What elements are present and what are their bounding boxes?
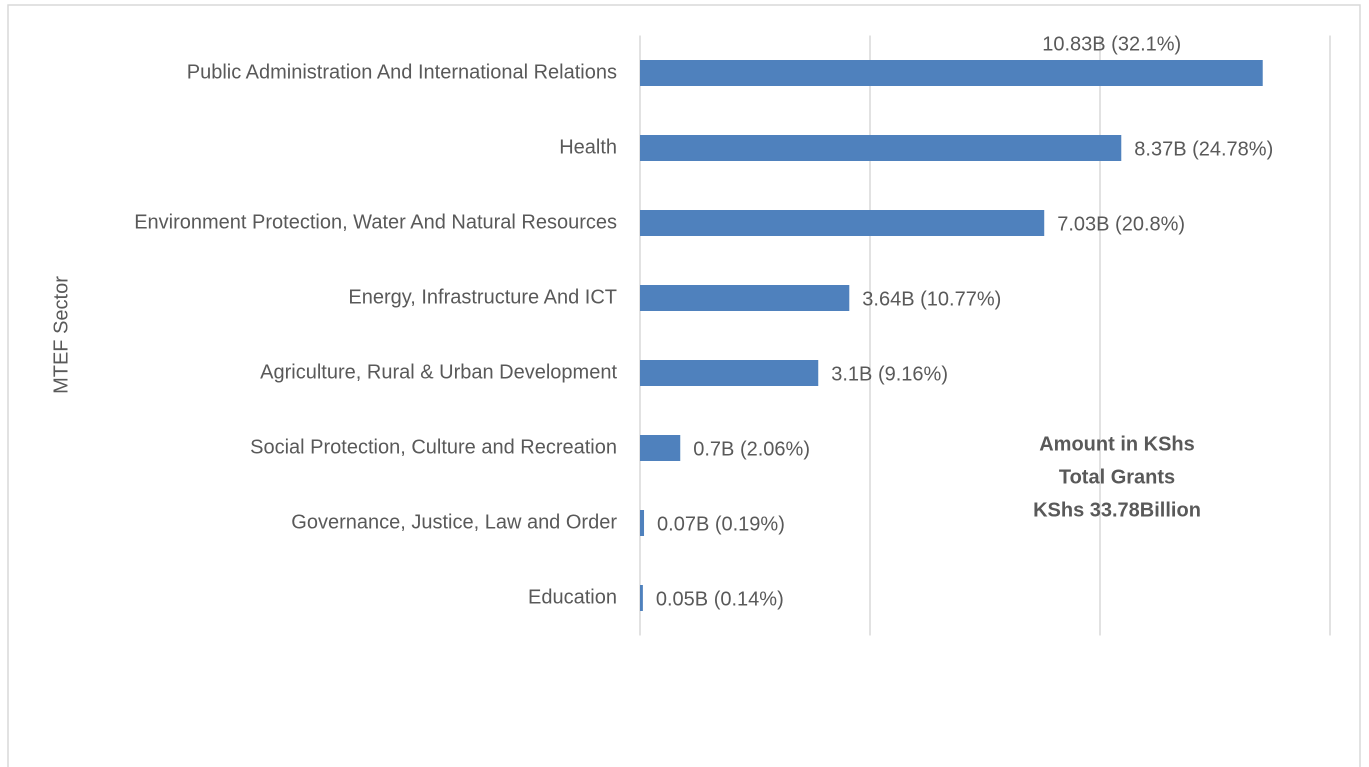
y-tick-label: Social Protection, Culture and Recreatio…	[250, 436, 617, 458]
data-label: 10.83B (32.1%)	[1042, 33, 1181, 55]
bar	[640, 585, 643, 611]
data-label: 3.64B (10.77%)	[862, 288, 1001, 310]
annotation: Total Grants	[1059, 466, 1175, 488]
y-tick-label: Energy, Infrastructure And ICT	[348, 286, 617, 308]
data-label: 8.37B (24.78%)	[1134, 138, 1273, 160]
data-label: 7.03B (20.8%)	[1057, 213, 1185, 235]
annotation: Amount in KShs	[1039, 433, 1195, 455]
bar	[640, 360, 819, 386]
data-label: 0.05B (0.14%)	[656, 588, 784, 610]
y-tick-label: Education	[528, 586, 617, 608]
bar	[640, 435, 681, 461]
bar	[640, 285, 850, 311]
y-tick-label: Public Administration And International …	[187, 61, 617, 83]
data-label: 0.07B (0.19%)	[657, 513, 785, 535]
y-tick-label: Governance, Justice, Law and Order	[291, 511, 617, 533]
y-axis-label: MTEF Sector	[50, 276, 72, 394]
data-label: 3.1B (9.16%)	[831, 363, 948, 385]
data-label: 0.7B (2.06%)	[693, 438, 810, 460]
bar	[640, 210, 1045, 236]
y-tick-label: Agriculture, Rural & Urban Development	[260, 361, 617, 383]
bar	[640, 510, 645, 536]
bar	[640, 135, 1122, 161]
y-tick-label: Environment Protection, Water And Natura…	[134, 211, 617, 233]
bar	[640, 60, 1263, 86]
y-tick-label: Health	[559, 136, 617, 158]
annotation: KShs 33.78Billion	[1033, 499, 1201, 521]
